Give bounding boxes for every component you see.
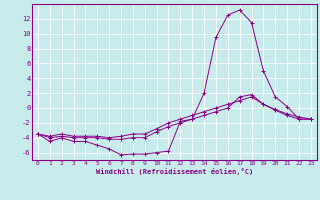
X-axis label: Windchill (Refroidissement éolien,°C): Windchill (Refroidissement éolien,°C) (96, 168, 253, 175)
